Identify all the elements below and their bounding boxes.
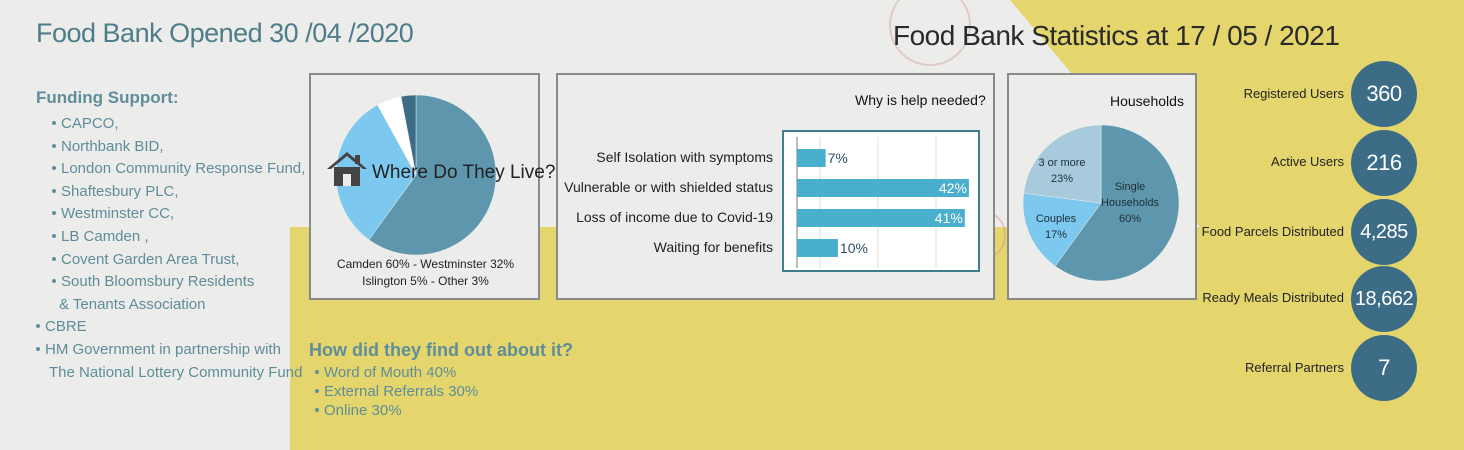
why-bar-value-label: 10% (840, 240, 868, 256)
households-slice-label: 60% (1119, 213, 1141, 225)
why-bar (797, 179, 969, 197)
find-out-item: External Referrals 30% (309, 382, 573, 401)
why-bar (797, 209, 965, 227)
bullet-icon (52, 121, 56, 125)
bullet-icon (52, 143, 56, 148)
stat-value-registered-users: 360 (1351, 61, 1417, 127)
funding-item: Northbank BID, (36, 136, 305, 159)
why-bar (797, 149, 826, 167)
funding-item-continued: The National Lottery Community Fund (36, 362, 305, 385)
find-out-item: Online 30% (309, 401, 573, 420)
funding-list: CAPCO, Northbank BID, London Community R… (36, 113, 305, 384)
why-category-label: Loss of income due to Covid-19 (576, 209, 773, 225)
stat-label-ready-meals: Ready Meals Distributed (1202, 290, 1344, 305)
bullet-icon (52, 256, 56, 261)
funding-item: HM Government in partnership with (36, 339, 305, 362)
bullet-icon (52, 166, 56, 171)
why-bar-value-label: 7% (828, 150, 848, 166)
funding-item-text: & Tenants Association (59, 295, 206, 313)
funding-item: London Community Response Fund, (36, 158, 305, 181)
why-bar-value-label: 42% (939, 180, 967, 196)
funding-item-text: The National Lottery Community Fund (49, 363, 303, 381)
funding-item-text: CAPCO, (61, 115, 119, 132)
stat-label-referral-partners: Referral Partners (1245, 360, 1344, 375)
bullet-icon (315, 389, 319, 393)
bullet-icon (52, 188, 56, 193)
households-slice-couples (1022, 192, 1102, 267)
bullet-icon (52, 279, 56, 284)
bullet-icon (36, 346, 40, 351)
find-out-heading: How did they find out about it? (309, 340, 573, 360)
funding-support: Funding Support: CAPCO, Northbank BID, L… (36, 88, 305, 384)
stat-value-active-users: 216 (1351, 130, 1417, 196)
statistics-title: Food Bank Statistics at 17 / 05 / 2021 (893, 20, 1340, 51)
stat-label-active-users: Active Users (1271, 154, 1344, 169)
funding-item: CBRE (36, 316, 305, 339)
where-caption-line1: Camden 60% - Westminster 32% (336, 257, 515, 271)
funding-item-text: South Bloomsbury Residents (61, 273, 255, 291)
why-bar-value-label: 41% (935, 210, 963, 226)
opened-title: Food Bank Opened 30 /04 /2020 (36, 18, 414, 48)
find-out-item-text: External Referrals 30% (324, 383, 479, 400)
funding-item-text: Covent Garden Area Trust, (61, 250, 240, 268)
stat-value-food-parcels: 4,285 (1351, 199, 1417, 265)
stat-label-registered-users: Registered Users (1243, 86, 1344, 101)
funding-item: South Bloomsbury Residents (36, 271, 305, 294)
funding-item-text: London Community Response Fund, (61, 160, 306, 178)
households-slice-label: Single (1115, 181, 1146, 193)
households-slice-3-or-more (1023, 124, 1102, 204)
funding-item-text: Shaftesbury PLC, (61, 182, 179, 200)
funding-item: Westminster CC, (36, 203, 305, 226)
funding-item-text: Westminster CC, (61, 205, 175, 223)
households-slice-label: Couples (1036, 213, 1077, 225)
funding-item-continued: & Tenants Association (36, 294, 305, 317)
bullet-icon (52, 211, 56, 216)
households-slice-label: Households (1101, 197, 1160, 209)
funding-heading: Funding Support: (36, 88, 179, 107)
stat-value-referral-partners: 7 (1351, 335, 1417, 401)
where-slice-other (400, 94, 417, 176)
why-bar (797, 239, 838, 257)
bullet-icon (315, 370, 319, 374)
bullet-icon (52, 233, 56, 238)
households-slice-label: 17% (1045, 229, 1067, 241)
where-slice-camden (368, 94, 497, 256)
funding-item: Covent Garden Area Trust, (36, 249, 305, 272)
funding-item-text: Northbank BID, (61, 137, 164, 155)
stat-label-food-parcels: Food Parcels Distributed (1201, 224, 1344, 239)
find-out-section: How did they find out about it? Word of … (309, 340, 573, 420)
find-out-item-text: Word of Mouth 40% (324, 364, 457, 381)
funding-item: Shaftesbury PLC, (36, 181, 305, 204)
where-title: Where Do They Live? (372, 162, 556, 183)
where-caption-line2: Islington 5% - Other 3% (362, 274, 489, 288)
why-title: Why is help needed? (855, 92, 986, 108)
find-out-item: Word of Mouth 40% (309, 363, 573, 382)
households-slice-label: 23% (1051, 173, 1073, 185)
funding-item-text: CBRE (45, 318, 87, 336)
households-slice-label: 3 or more (1038, 157, 1085, 169)
funding-item-text: LB Camden , (61, 227, 149, 245)
find-out-list: Word of Mouth 40% External Referrals 30%… (309, 363, 573, 420)
funding-item: LB Camden , (36, 226, 305, 249)
funding-item: CAPCO, (36, 113, 305, 136)
bullet-icon (36, 324, 40, 329)
households-slice-single-households (1054, 124, 1180, 282)
households-title: Households (1110, 93, 1184, 109)
find-out-item-text: Online 30% (324, 402, 402, 419)
why-category-label: Waiting for benefits (653, 239, 773, 255)
why-category-label: Vulnerable or with shielded status (564, 179, 773, 195)
bullet-icon (315, 408, 319, 412)
yellow-corner (1010, 0, 1464, 227)
why-category-label: Self Isolation with symptoms (596, 149, 773, 165)
stat-value-ready-meals: 18,662 (1351, 266, 1417, 332)
funding-item-text: HM Government in partnership with (45, 340, 281, 358)
house-icon (327, 152, 367, 186)
